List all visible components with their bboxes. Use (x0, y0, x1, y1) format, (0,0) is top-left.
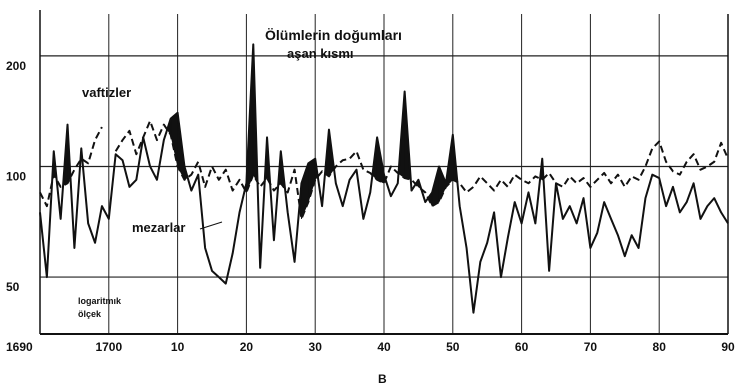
annotation-excess-line-1: Ölümlerin doğumları (265, 27, 402, 43)
x-tick-label: 70 (584, 340, 598, 354)
x-tick-label: 20 (240, 340, 254, 354)
burials-pointer (199, 221, 223, 230)
tick-labels: 1690 1700 10 20 30 40 50 60 70 80 90 200 100 50 (6, 59, 735, 354)
y-tick-label: 100 (6, 169, 26, 183)
x-tick-label: 30 (309, 340, 323, 354)
x-tick-label: 50 (446, 340, 460, 354)
legend-label-baptisms: vaftizler (82, 85, 131, 100)
x-tick-label: 60 (515, 340, 529, 354)
log-scale-label-2: ölçek (78, 309, 102, 319)
x-tick-label: 10 (171, 340, 185, 354)
x-tick-label: 90 (721, 340, 735, 354)
figure-caption: B (378, 372, 387, 386)
plot-frame (39, 10, 729, 335)
y-tick-label: 50 (6, 280, 20, 294)
log-scale-label-1: logaritmık (78, 296, 122, 306)
x-tick-label: 80 (653, 340, 667, 354)
line-burials (39, 43, 729, 314)
series-lines (39, 43, 729, 314)
annotation-excess-line-2: aşan kısmı (287, 46, 354, 61)
x-tick-label: 1700 (95, 340, 122, 354)
x-tick-label: 40 (377, 340, 391, 354)
y-tick-label: 200 (6, 59, 26, 73)
legend-label-burials: mezarlar (132, 220, 185, 235)
x-tick-label: 1690 (6, 340, 33, 354)
